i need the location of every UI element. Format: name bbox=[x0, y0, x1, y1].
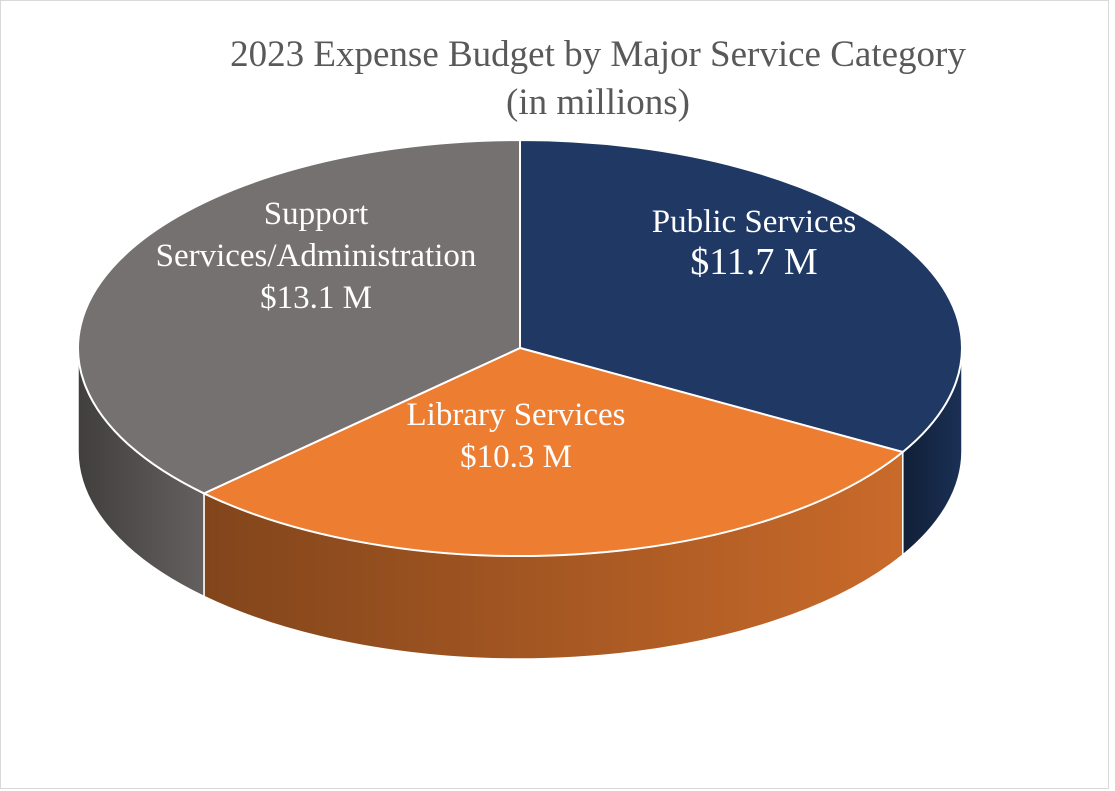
data-label-line: $10.3 M bbox=[460, 439, 572, 475]
pie-slice bbox=[77, 138, 521, 495]
data-label-line: $11.7 M bbox=[690, 241, 817, 283]
data-label: Library Services $10.3 M bbox=[407, 397, 626, 475]
data-label-line: Services/Administration bbox=[156, 238, 477, 274]
pie-slice bbox=[519, 138, 963, 454]
chart-subtitle: (in millions) bbox=[506, 82, 690, 123]
pie-top-faces bbox=[77, 138, 963, 557]
chart-title: 2023 Expense Budget by Major Service Cat… bbox=[230, 34, 966, 75]
data-label: Public Services $11.7 M bbox=[652, 204, 856, 283]
data-label-line: Public Services bbox=[652, 204, 856, 240]
data-label-line: Library Services bbox=[407, 397, 626, 433]
pie-slice bbox=[201, 346, 905, 557]
data-label-line: $13.1 M bbox=[260, 280, 372, 316]
data-label: Support Services/Administration $13.1 M bbox=[156, 196, 477, 316]
data-label-line: Support bbox=[264, 196, 369, 232]
pie-data-labels: Public Services $11.7 M Library Services $1… bbox=[156, 196, 857, 475]
